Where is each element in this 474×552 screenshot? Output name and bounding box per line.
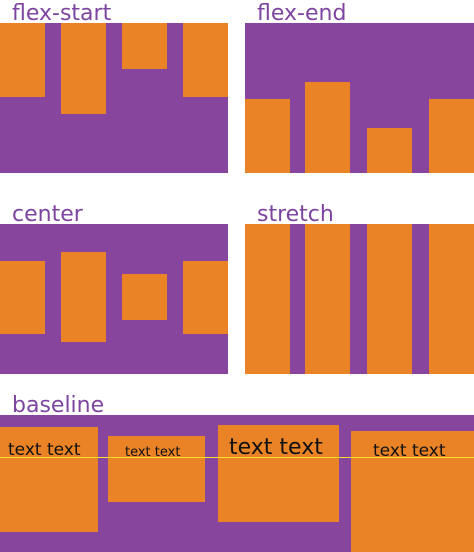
stretch-container: [245, 224, 474, 374]
stretch-item-3: [367, 224, 412, 374]
stretch-label: stretch: [257, 202, 334, 227]
stretch-item-2: [305, 224, 350, 374]
center-item-3: [122, 274, 167, 320]
stretch-item-4: [429, 224, 474, 374]
baseline-item-4-text: text text: [373, 441, 446, 461]
flex-start-label: flex-start: [12, 1, 112, 26]
flex-end-item-2: [305, 82, 350, 173]
flex-end-item-1: [245, 99, 290, 173]
stretch-item-1: [245, 224, 290, 374]
flex-end-item-3: [367, 128, 412, 173]
center-item-1: [0, 261, 45, 334]
flex-start-container: [0, 23, 228, 173]
flex-start-item-2: [61, 23, 106, 114]
center-label: center: [12, 202, 83, 227]
flex-end-container: [245, 23, 474, 173]
flex-end-item-4: [429, 99, 474, 173]
baseline-guide-line: [0, 457, 474, 458]
baseline-item-2: text text: [108, 436, 205, 502]
baseline-container: text text text text text text text text: [0, 415, 474, 552]
center-container: [0, 224, 228, 374]
baseline-item-3-text: text text: [229, 435, 323, 460]
baseline-item-1-text: text text: [8, 440, 81, 460]
flex-end-label: flex-end: [257, 1, 347, 26]
baseline-label: baseline: [12, 393, 105, 418]
baseline-item-3: text text: [218, 425, 339, 522]
center-item-2: [61, 252, 106, 342]
baseline-item-1: text text: [0, 427, 98, 532]
flex-start-item-1: [0, 23, 45, 97]
baseline-item-2-text: text text: [125, 445, 181, 460]
flex-start-item-3: [122, 23, 167, 69]
baseline-item-4: text text: [351, 431, 474, 552]
center-item-4: [183, 261, 228, 334]
flex-start-item-4: [183, 23, 228, 97]
